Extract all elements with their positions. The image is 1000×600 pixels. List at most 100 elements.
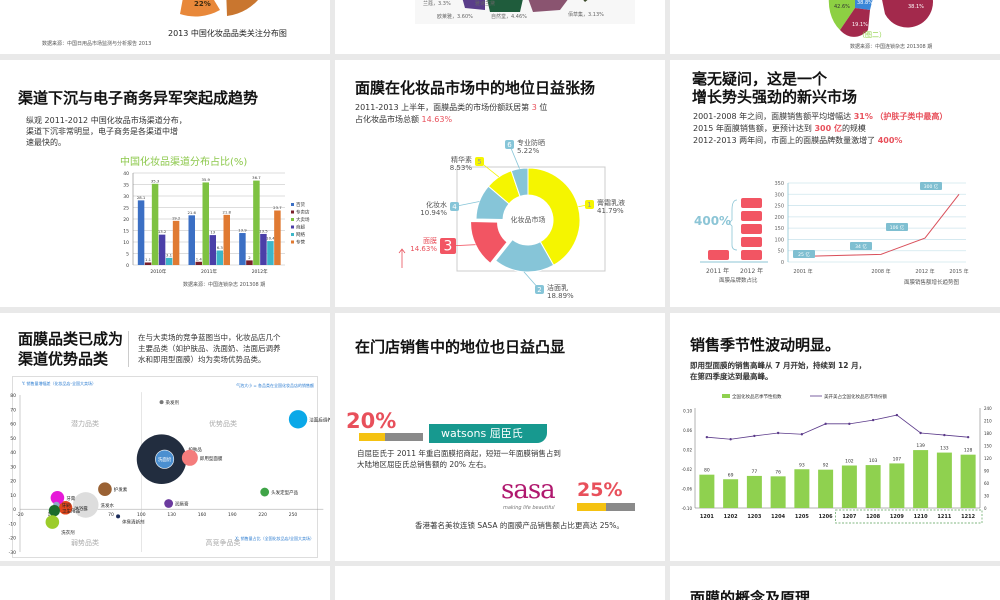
value-badge (850, 242, 872, 250)
x-tick-label: 130 (167, 512, 176, 518)
bar (216, 250, 223, 265)
x-tick-label: 2012 年 (915, 268, 934, 275)
rank-number: 5 (477, 158, 481, 166)
brand-block (741, 237, 762, 247)
x-tick-label: 1205 (795, 514, 809, 520)
body-line: 纵观 2011-2012 中国化妆品市场渠道分布， (26, 116, 187, 125)
bar (239, 233, 246, 265)
slide-thumb-channels[interactable]: 渠道下沉与电子商务异军突起成趋势 纵观 2011-2012 中国化妆品市场渠道分… (0, 60, 330, 307)
x-tick-label: 1209 (890, 514, 904, 520)
data-label: 36.7 (252, 175, 261, 180)
rank-number: 2 (537, 286, 541, 294)
body-line: 即用型面膜的销售高峰从 7 月开始，持续到 12 月， (690, 361, 867, 370)
slide-thumb-stores[interactable]: 在门店销售中的地位也日益凸显 20% watsons 屈臣氏 自屈臣氏于 201… (335, 313, 665, 561)
slide-thumb-concept[interactable]: 面膜的概念及原理 (670, 566, 1000, 600)
x-tick-label: 220 (258, 512, 267, 518)
data-label: 23.7 (273, 205, 282, 210)
brand-block (741, 224, 762, 234)
data-label: 13.2 (158, 229, 167, 234)
slide-thumb-blank-1[interactable] (0, 566, 330, 600)
right-tick-label: 180 (984, 431, 992, 436)
donut-slice (470, 221, 508, 264)
slide-thumb-market-share[interactable]: 面膜在化妆品市场中的地位日益张扬 2011-2013 上半年，面膜品类的市场份额… (335, 60, 665, 307)
y-tick-label: 350 (774, 181, 784, 187)
watsons-progress-bar (359, 433, 423, 441)
y-tick-label: 25 (123, 206, 129, 212)
watsons-text: 自屈臣氏于 2011 年重启面膜招商起，短短一年面膜销售占到 大陆地区屈臣氏总销… (357, 448, 561, 470)
data-label: 69 (728, 472, 734, 478)
legend-label: 全国化妆品店季节性指数 (732, 393, 782, 400)
data-label: 1.4 (196, 256, 203, 261)
y-tick-label: 20 (10, 479, 16, 485)
figure-caption: （图二） (858, 31, 886, 39)
forecast-highlight: 300 亿 (814, 124, 842, 133)
slide-body: 2011-2013 上半年，面膜品类的市场份额跃居第 3 位 占化妆品市场总额 … (355, 102, 547, 126)
donut-center-label: 化妆品市场 (511, 215, 546, 224)
line-marker (753, 434, 756, 438)
x-axis-title: X: 销售量占比（全国化妆品店/全国大卖场） (235, 535, 314, 541)
rank-number: 1 (587, 201, 591, 209)
y-tick-label: 30 (123, 194, 129, 200)
pie-label: 欧莱雅，3.60% (437, 14, 473, 20)
line-marker (729, 438, 732, 441)
right-tick-label: 210 (984, 419, 992, 424)
slide-thumb-share-pies[interactable]: 42.6% 38.8% 19.1% 38.1% （图二） 数据来源：中国连锁杂志… (670, 0, 1000, 54)
slide-thumb-bubble[interactable]: 面膜品类已成为 渠道优势品类 在与大卖场的竞争蓝图当中，化妆品店几个 主要品类（… (0, 313, 330, 561)
slice-name: 专业防晒 (517, 138, 545, 147)
bar (202, 182, 209, 265)
rank-badge (440, 238, 456, 254)
body-line: 主要品类（如护肤品、洗面奶、洁面后调养 (138, 344, 281, 353)
slide-thumb-blank-2[interactable] (335, 566, 665, 600)
bar (960, 454, 976, 508)
note-highlight: （护肤子类中最高） (875, 112, 948, 121)
x-tick-label: 2012年 (252, 268, 268, 275)
rank-number: 4 (452, 203, 457, 211)
text: 占化妆品市场总额 (355, 115, 422, 124)
pie-label: 22% (194, 0, 211, 8)
y-tick-label: -10 (9, 521, 16, 527)
slice-name: 膏霜乳液 (597, 198, 625, 207)
bubble (288, 410, 308, 429)
data-label: 133 (940, 446, 949, 452)
text: 2015 年面膜销售额，更预计达到 (693, 124, 815, 133)
slide-thumb-growth[interactable]: 毫无疑问，这是一个 增长势头强劲的新兴市场 2001-2008 年之间，面膜销售… (670, 60, 1000, 307)
x-tick-label: 1206 (819, 514, 833, 520)
source-note: 数据来源：中国连锁杂志 201308 期 (183, 282, 266, 288)
bubble-label: 洁面后调养水 (309, 416, 330, 423)
left-tick-label: -0.06 (682, 487, 693, 492)
y-tick-label: 40 (10, 450, 16, 456)
sasa-logo: sasa (501, 475, 556, 505)
bar (889, 463, 905, 508)
slide-thumb-seasonal[interactable]: 销售季节性波动明显。 即用型面膜的销售高峰从 7 月开始，持续到 12 月， 在… (670, 313, 1000, 561)
line-marker (705, 435, 709, 439)
body-line: 2001-2008 年之间，面膜销售额平均增幅达 31% （护肤子类中最高） (693, 111, 947, 123)
title-line: 毫无疑问，这是一个 (692, 70, 828, 88)
bubble-label: 沐浴露 (74, 505, 88, 512)
bar (746, 475, 762, 508)
bar (260, 233, 267, 265)
bubble (159, 400, 164, 405)
y-tick-label: 20 (123, 217, 129, 223)
right-tick-label: 30 (984, 494, 990, 499)
bar (794, 469, 810, 508)
y-tick-label: 150 (774, 226, 784, 232)
legend-label: 网络 (296, 231, 305, 238)
chart-title: 中国化妆品渠道分布占比(%) (120, 155, 247, 168)
data-label: 102 (845, 459, 854, 465)
bar (841, 465, 857, 508)
right-tick-label: 60 (984, 481, 990, 486)
slide-body: 纵观 2011-2012 中国化妆品市场渠道分布， 渠道下沉非常明显，电子商务是… (26, 115, 187, 148)
line-marker (776, 431, 780, 435)
slice-value: 5.22% (517, 147, 540, 155)
brand-growth-highlight: 400% (877, 136, 903, 145)
slide-thumb-category-pie[interactable]: 22% 2013 中国化妆品品类关注分布图 数据来源：中国日用品市场监测与分析报… (0, 0, 330, 54)
rank-badge (585, 200, 594, 209)
data-label: 107 (893, 456, 902, 462)
slide-thumb-brand-pie[interactable]: 兰蔻，3.3% 雅诗兰黛 欧莱雅，3.60% 自然堂，4.46% 佰草集，3.1… (335, 0, 665, 54)
x-tick-label: 2001 年 (793, 268, 812, 275)
bar (818, 469, 834, 508)
bubble (260, 487, 270, 497)
y-tick-label: 5 (126, 252, 129, 258)
year-label: 2011 年 (706, 268, 730, 275)
y-tick-label: 10 (10, 493, 16, 499)
